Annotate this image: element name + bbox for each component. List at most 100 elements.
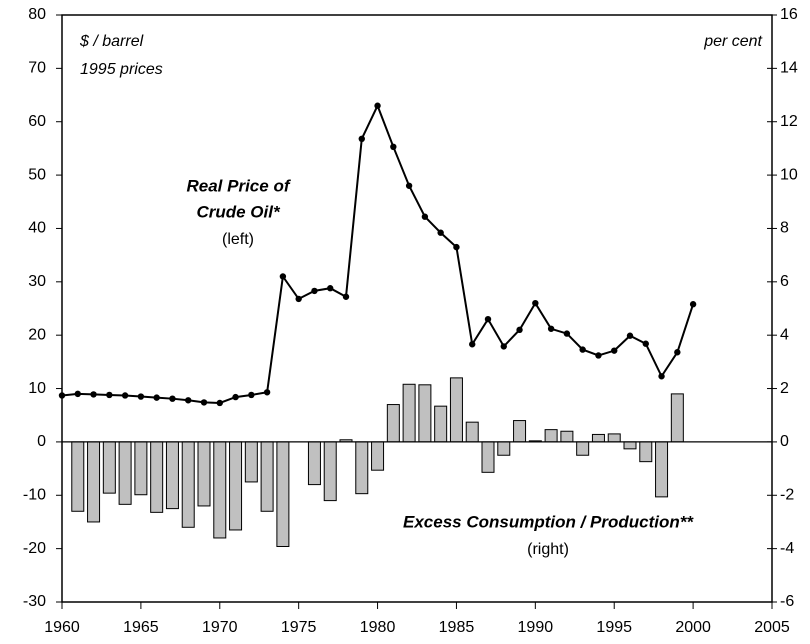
y-tick-label: 0 bbox=[37, 433, 46, 450]
x-tick-label: 1990 bbox=[518, 619, 554, 636]
point bbox=[279, 273, 287, 280]
y2-tick-label: 4 bbox=[780, 326, 789, 343]
point bbox=[58, 392, 66, 399]
point bbox=[658, 373, 665, 380]
annotation: $ / barrel bbox=[79, 33, 144, 50]
point bbox=[74, 390, 81, 398]
y-tick-label: 30 bbox=[28, 273, 46, 290]
bar bbox=[307, 441, 321, 486]
y2-tick-label: 0 bbox=[780, 433, 789, 450]
point bbox=[216, 399, 223, 407]
bar bbox=[402, 383, 416, 443]
annotation: Crude Oil* bbox=[196, 202, 281, 221]
point bbox=[689, 301, 697, 308]
y2-tick-label: -4 bbox=[780, 540, 794, 557]
bar bbox=[449, 377, 463, 443]
x-tick-label: 1970 bbox=[202, 619, 238, 636]
point bbox=[674, 349, 681, 356]
x-tick-label: 1960 bbox=[44, 619, 80, 636]
bar bbox=[165, 441, 179, 510]
y-tick-label: 20 bbox=[28, 326, 46, 343]
bar bbox=[260, 441, 274, 512]
plot-frame bbox=[61, 14, 773, 603]
y-tick-label: 80 bbox=[28, 6, 46, 23]
bar bbox=[607, 433, 621, 443]
y-tick-label: 70 bbox=[28, 60, 46, 77]
bar bbox=[134, 441, 148, 496]
x-tick-label: 2005 bbox=[754, 619, 790, 636]
bar bbox=[181, 441, 195, 528]
bar bbox=[418, 384, 432, 443]
bar bbox=[71, 441, 85, 512]
bar bbox=[371, 441, 385, 471]
y-tick-label: 50 bbox=[28, 166, 46, 183]
point bbox=[169, 395, 176, 402]
point bbox=[232, 393, 239, 401]
bar bbox=[655, 441, 669, 498]
y2-tick-label: 16 bbox=[780, 6, 798, 23]
bar bbox=[623, 441, 637, 450]
point bbox=[500, 343, 507, 350]
bar bbox=[244, 441, 258, 483]
y2-tick-label: 14 bbox=[780, 60, 798, 77]
point bbox=[595, 352, 602, 359]
point bbox=[374, 102, 381, 109]
point bbox=[121, 392, 129, 399]
point bbox=[311, 287, 318, 295]
bar bbox=[386, 404, 400, 443]
annotation: per cent bbox=[703, 33, 762, 50]
y2-tick-label: 6 bbox=[780, 273, 789, 290]
point bbox=[327, 285, 334, 292]
y-tick-label: 60 bbox=[28, 113, 46, 130]
x-tick-label: 1995 bbox=[596, 619, 632, 636]
annotation: (left) bbox=[222, 231, 254, 248]
point bbox=[453, 243, 460, 251]
point bbox=[90, 391, 97, 398]
y2-tick-label: 2 bbox=[780, 380, 789, 397]
annotation: Real Price of bbox=[187, 176, 292, 195]
point bbox=[437, 229, 444, 236]
x-tick-label: 2000 bbox=[675, 619, 711, 636]
bar bbox=[481, 441, 495, 473]
x-tick-label: 1965 bbox=[123, 619, 159, 636]
bar bbox=[513, 420, 527, 443]
point bbox=[358, 135, 365, 143]
x-tick-label: 1980 bbox=[360, 619, 396, 636]
y2-tick-label: -2 bbox=[780, 486, 794, 503]
point bbox=[642, 340, 649, 347]
annotation: (right) bbox=[527, 541, 569, 558]
bar bbox=[434, 405, 448, 443]
point bbox=[547, 325, 555, 332]
point bbox=[295, 295, 302, 303]
y2-tick-label: 12 bbox=[780, 113, 798, 130]
x-tick-label: 1975 bbox=[281, 619, 317, 636]
bar bbox=[229, 441, 243, 531]
bar bbox=[355, 441, 369, 495]
point bbox=[469, 341, 476, 348]
bar bbox=[276, 441, 290, 548]
bar bbox=[118, 441, 132, 505]
point bbox=[342, 293, 350, 300]
point bbox=[579, 346, 586, 353]
point bbox=[421, 213, 429, 220]
point bbox=[106, 391, 113, 399]
y-tick-label: -30 bbox=[23, 593, 46, 610]
point bbox=[248, 391, 255, 399]
y-tick-label: 40 bbox=[28, 220, 46, 237]
bar bbox=[213, 441, 227, 539]
point bbox=[405, 182, 413, 189]
point bbox=[626, 332, 634, 339]
bar bbox=[197, 441, 211, 507]
bar bbox=[560, 430, 574, 443]
annotation: Excess Consumption / Production** bbox=[403, 512, 694, 531]
point bbox=[263, 389, 271, 396]
y-tick-label: 10 bbox=[28, 380, 46, 397]
point bbox=[563, 330, 571, 337]
bar bbox=[497, 441, 511, 456]
y2-tick-label: -6 bbox=[780, 593, 794, 610]
annotation: 1995 prices bbox=[80, 61, 163, 78]
bar bbox=[150, 441, 164, 513]
point bbox=[153, 394, 160, 401]
point bbox=[611, 347, 618, 354]
